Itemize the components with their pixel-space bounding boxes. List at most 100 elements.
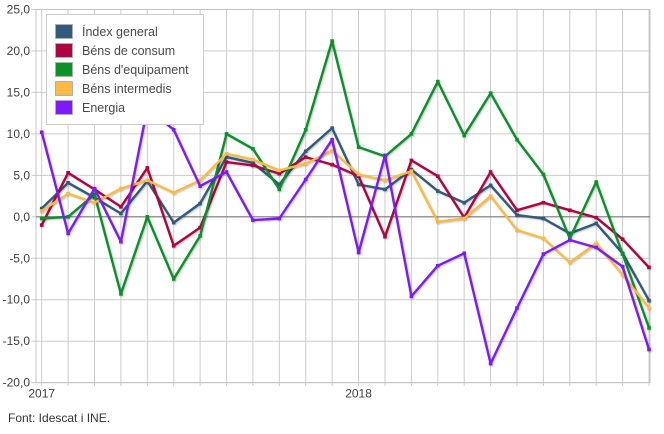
series-point — [277, 187, 282, 192]
series-point — [198, 178, 202, 183]
series-point — [594, 241, 598, 246]
series-point — [647, 347, 651, 352]
series-point — [594, 221, 598, 226]
series-line-1 — [40, 155, 651, 269]
series-point — [515, 306, 519, 310]
series-point — [488, 91, 493, 95]
legend-swatch-icon — [55, 62, 73, 77]
series-point — [568, 231, 572, 236]
series-group-1 — [39, 155, 651, 270]
series-point — [92, 186, 97, 191]
legend-item-1[interactable]: Béns de consum — [55, 41, 189, 60]
series-point — [198, 234, 202, 238]
legend-item-2[interactable]: Béns d'equipament — [55, 60, 189, 79]
series-point — [92, 200, 97, 205]
series-point — [436, 263, 440, 268]
series-point — [620, 237, 625, 241]
series-point — [277, 182, 282, 187]
series-point — [383, 187, 387, 192]
legend-item-0[interactable]: Índex general — [55, 22, 189, 41]
series-point — [620, 252, 625, 256]
series-point — [436, 220, 440, 224]
series-point — [171, 190, 176, 195]
series-point — [224, 160, 229, 164]
series-point — [462, 251, 466, 256]
series-point — [119, 211, 123, 216]
series-point — [356, 182, 361, 187]
series-point — [277, 216, 282, 221]
legend-item-4[interactable]: Energia — [55, 98, 189, 117]
series-point — [92, 192, 97, 197]
y-tick-label: 10,0 — [7, 127, 31, 141]
series-point — [145, 166, 150, 170]
series-point — [251, 157, 255, 162]
chart-source-note: Font: Idescat i INE. — [8, 411, 111, 425]
series-point — [330, 162, 334, 167]
series-point — [330, 39, 334, 43]
series-point — [224, 155, 229, 159]
legend-swatch-icon — [55, 43, 73, 58]
series-point — [488, 170, 493, 174]
x-tick-label: 2018 — [345, 387, 372, 401]
series-point — [119, 239, 123, 244]
series-point — [303, 149, 308, 154]
series-point — [251, 218, 255, 222]
series-point — [409, 294, 414, 299]
series-point — [436, 79, 440, 84]
series-point — [647, 306, 651, 310]
series-point — [171, 277, 176, 281]
series-point — [66, 231, 70, 236]
series-point — [436, 189, 440, 193]
series-point — [409, 132, 414, 136]
series-point — [145, 215, 150, 219]
series-point — [303, 177, 308, 182]
series-point — [383, 153, 387, 158]
series-point — [119, 205, 123, 209]
series-point — [620, 264, 625, 269]
series-point — [356, 250, 361, 255]
series-point — [541, 172, 546, 177]
series-point — [436, 174, 440, 178]
series-point — [568, 260, 572, 265]
series-point — [303, 155, 308, 159]
series-point — [647, 326, 651, 330]
series-point — [303, 127, 308, 132]
series-point — [39, 130, 44, 134]
series-point — [462, 200, 466, 205]
y-tick-label: -5,0 — [9, 251, 30, 265]
legend-item-label: Béns de consum — [82, 43, 176, 58]
series-point — [594, 215, 598, 220]
series-point — [251, 147, 255, 151]
series-point — [145, 178, 150, 183]
series-point — [251, 163, 255, 168]
series-point — [383, 234, 387, 239]
series-point — [488, 183, 493, 188]
legend-swatch-icon — [55, 24, 73, 39]
series-point — [515, 208, 519, 212]
series-point — [251, 161, 255, 165]
series-point — [66, 171, 70, 175]
series-point — [488, 361, 493, 366]
series-point — [515, 213, 519, 217]
chart-legend: Índex general Béns de consum Béns d'equipa… — [46, 14, 204, 125]
series-point — [541, 236, 546, 241]
y-tick-label: -15,0 — [3, 334, 31, 348]
legend-item-3[interactable]: Béns intermedis — [55, 79, 189, 98]
x-tick-label: 2017 — [28, 387, 55, 401]
series-point — [541, 200, 546, 205]
series-point — [541, 216, 546, 221]
series-line-0 — [40, 126, 651, 302]
y-tick-label: 25,0 — [7, 2, 31, 16]
series-point — [515, 228, 519, 232]
series-point — [198, 225, 202, 230]
series-point — [620, 273, 625, 277]
series-point — [515, 137, 519, 142]
series-group-3 — [39, 148, 651, 310]
series-point — [647, 265, 651, 270]
legend-item-label: Índex general — [82, 24, 158, 39]
series-point — [541, 252, 546, 256]
series-point — [224, 170, 229, 174]
legend-swatch-icon — [55, 81, 73, 96]
series-point — [39, 223, 44, 227]
